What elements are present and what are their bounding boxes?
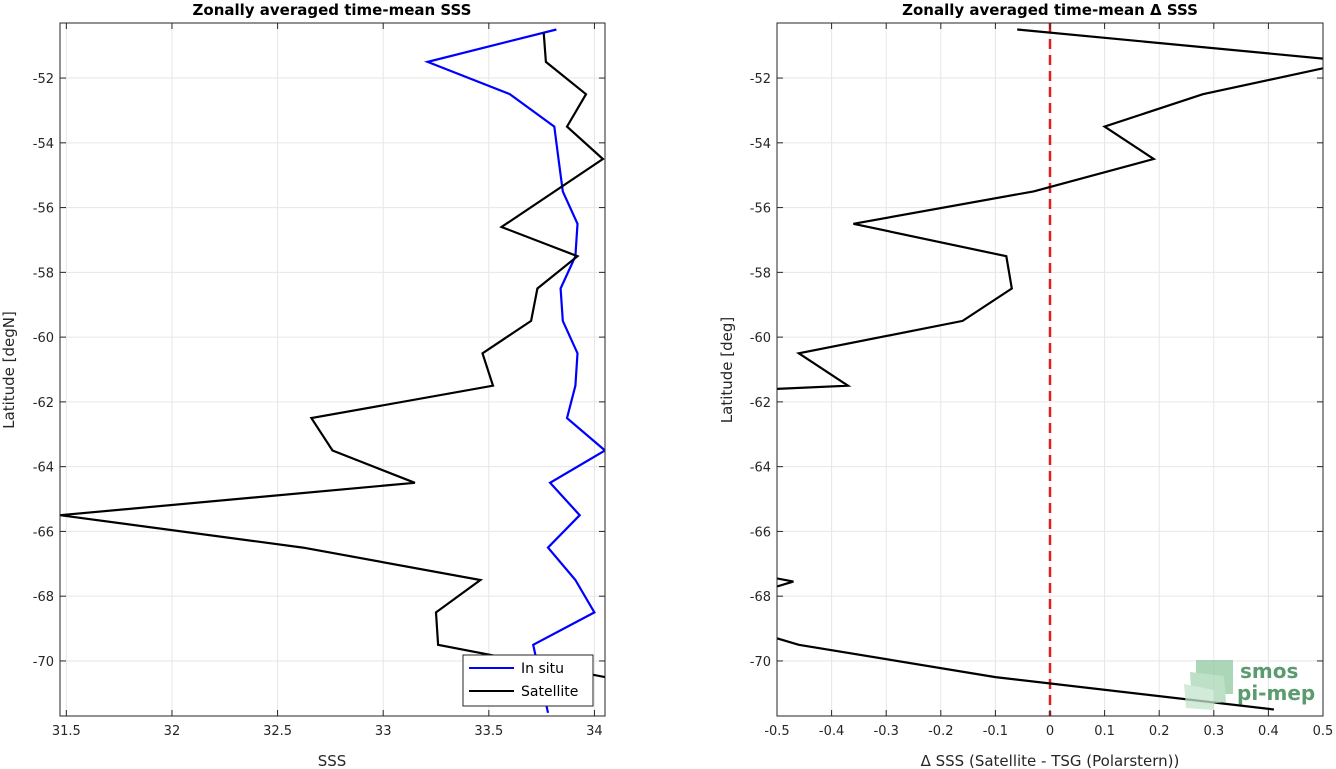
left-y-tick-label: -62 <box>33 396 54 411</box>
left-y-tick-label: -60 <box>33 331 54 346</box>
right-x-tick-label: 0.2 <box>1149 724 1170 739</box>
series-line-in-situ <box>424 28 605 714</box>
right-ticks: -0.5 -0.4 -0.3 -0.2 -0.1 0 0.1 0.2 0.3 0.4 0.5 -52 -… <box>750 23 1334 739</box>
left-ticks: 31.5 32 32.5 33 33.5 34 -52 -54 -56 -58 -60 -62 -64 -… <box>33 23 605 739</box>
delta-sss-line-segment-3 <box>777 637 1275 711</box>
left-y-tick-label: -66 <box>33 525 54 540</box>
right-x-tick-label: 0.4 <box>1258 724 1279 739</box>
left-x-tick-label: 32.5 <box>263 724 292 739</box>
legend: In situ Satellite <box>462 654 594 707</box>
left-x-tick-label: 31.5 <box>52 724 81 739</box>
delta-sss-line-segment-1 <box>777 28 1323 390</box>
left-y-tick-label: -58 <box>33 266 54 281</box>
left-y-tick-label: -70 <box>33 655 54 670</box>
left-y-tick-label: -54 <box>33 137 54 152</box>
left-x-axis-label: SSS <box>318 752 347 769</box>
legend-label-in-situ: In situ <box>521 661 564 677</box>
right-x-tick-label: 0.1 <box>1094 724 1115 739</box>
right-axes: -0.5 -0.4 -0.3 -0.2 -0.1 0 0.1 0.2 0.3 0.4 0.5 -52 -… <box>718 1 1334 769</box>
left-y-tick-label: -56 <box>33 202 54 217</box>
right-y-tick-label: -70 <box>750 655 771 670</box>
right-y-tick-label: -60 <box>750 331 771 346</box>
right-series-group <box>777 23 1323 716</box>
delta-sss-line-segment-2 <box>777 577 794 588</box>
left-x-tick-label: 32 <box>164 724 181 739</box>
right-x-tick-label: -0.1 <box>983 724 1008 739</box>
right-y-tick-label: -64 <box>750 461 771 476</box>
logo-text-pi-mep: pi-mep <box>1237 681 1315 705</box>
right-y-tick-label: -54 <box>750 137 771 152</box>
right-x-tick-label: -0.2 <box>928 724 953 739</box>
series-line-satellite <box>60 32 605 679</box>
right-y-tick-label: -66 <box>750 525 771 540</box>
left-x-tick-label: 33 <box>375 724 392 739</box>
left-chart-title: Zonally averaged time-mean SSS <box>193 1 472 19</box>
right-x-tick-label: -0.3 <box>874 724 899 739</box>
right-y-axis-label: Latitude [deg] <box>718 317 736 423</box>
left-y-axis-label: Latitude [degN] <box>0 311 18 429</box>
right-x-tick-label: -0.4 <box>819 724 844 739</box>
right-x-tick-label: 0.5 <box>1313 724 1334 739</box>
left-x-tick-label: 34 <box>586 724 603 739</box>
left-series-group <box>60 28 605 714</box>
legend-box <box>462 654 594 707</box>
right-x-tick-label: -0.5 <box>764 724 789 739</box>
left-y-tick-label: -52 <box>33 72 54 87</box>
left-x-tick-label: 33.5 <box>474 724 503 739</box>
right-y-tick-label: -62 <box>750 396 771 411</box>
left-y-tick-label: -64 <box>33 461 54 476</box>
left-plot-area <box>60 23 605 716</box>
left-y-tick-label: -68 <box>33 590 54 605</box>
smos-pi-mep-logo: smos pi-mep <box>1184 659 1315 710</box>
left-axes: 31.5 32 32.5 33 33.5 34 -52 -54 -56 -58 -60 -62 -64 -… <box>0 1 606 769</box>
right-y-tick-label: -52 <box>750 72 771 87</box>
logo-text-smos: smos <box>1240 659 1298 683</box>
right-y-tick-label: -58 <box>750 266 771 281</box>
right-y-tick-label: -56 <box>750 202 771 217</box>
right-x-tick-label: 0 <box>1046 724 1054 739</box>
right-x-axis-label: Δ SSS (Satellite - TSG (Polarstern)) <box>921 752 1180 769</box>
logo-mark-icon <box>1184 660 1233 710</box>
left-axes-frame <box>59 22 606 717</box>
right-x-tick-label: 0.3 <box>1203 724 1224 739</box>
right-chart-title: Zonally averaged time-mean Δ SSS <box>902 1 1198 19</box>
right-y-tick-label: -68 <box>750 590 771 605</box>
legend-label-satellite: Satellite <box>521 684 578 700</box>
